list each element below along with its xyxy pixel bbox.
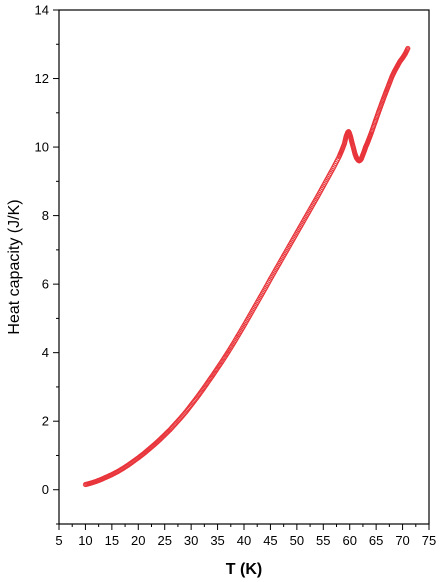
x-axis: 5 10 15 20 25 30 35 40 45 50 55 60 65 70 75 [55,524,436,548]
x-tick-label: 40 [237,533,251,548]
y-axis: 0 2 4 6 8 10 12 14 [35,3,59,525]
x-tick-label: 10 [78,533,92,548]
x-axis-title: T (K) [226,561,262,578]
x-tick-label: 25 [157,533,171,548]
x-tick-label: 35 [210,533,224,548]
y-tick-label: 10 [35,140,49,155]
plot-frame [58,9,430,525]
data-point [405,45,411,51]
y-tick-label: 6 [42,277,49,292]
y-tick-label: 14 [35,3,49,18]
y-axis-title: Heat capacity (J/K) [6,199,23,334]
y-tick-label: 8 [42,208,49,223]
x-tick-label: 20 [131,533,145,548]
y-tick-label: 2 [42,414,49,429]
x-tick-label: 30 [184,533,198,548]
x-tick-label: 55 [316,533,330,548]
data-series [82,45,411,488]
x-tick-label: 65 [369,533,383,548]
x-tick-label: 75 [422,533,436,548]
x-tick-label: 45 [263,533,277,548]
y-tick-label: 12 [35,71,49,86]
x-tick-label: 15 [105,533,119,548]
x-tick-label: 60 [342,533,356,548]
y-tick-label: 4 [42,345,49,360]
x-tick-label: 5 [55,533,62,548]
x-tick-label: 70 [395,533,409,548]
y-tick-label: 0 [42,482,49,497]
x-tick-label: 50 [290,533,304,548]
